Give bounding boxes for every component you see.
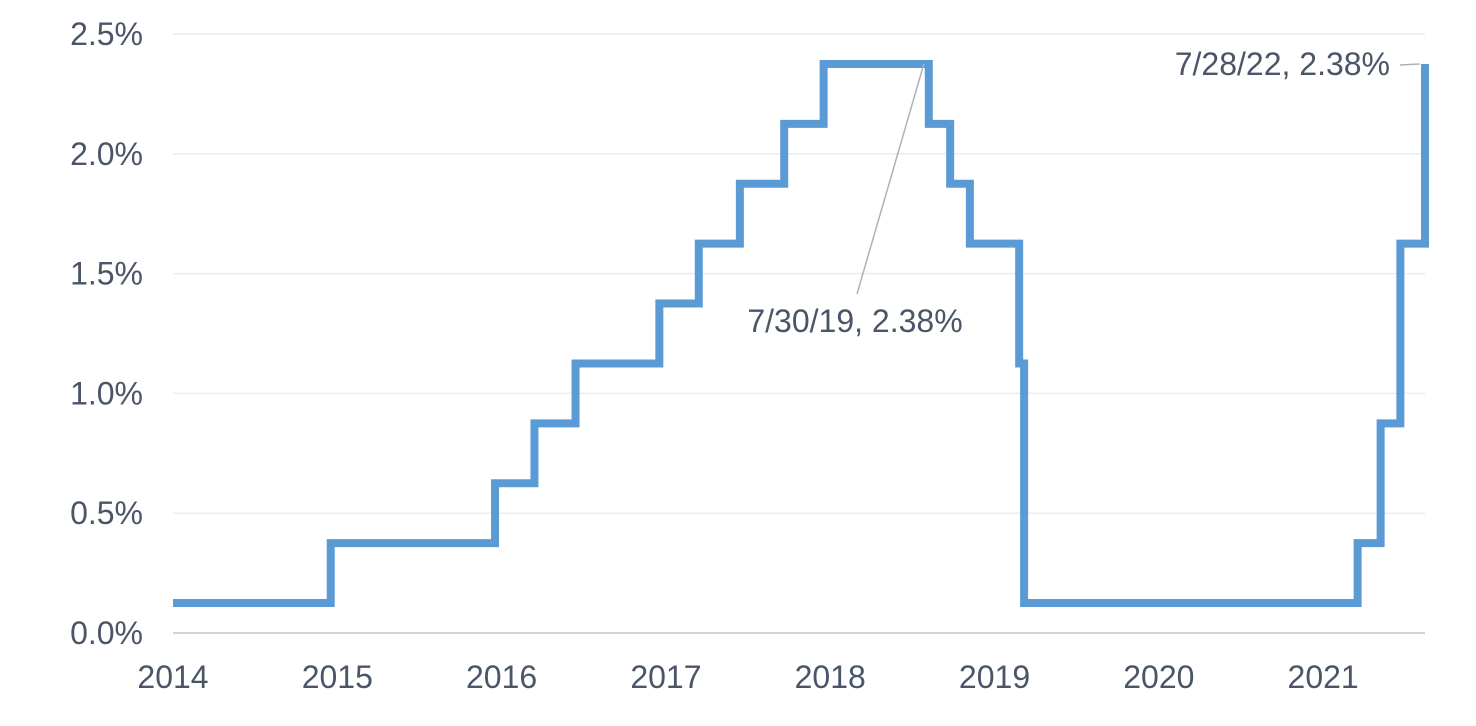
annotation-leader-2 bbox=[1399, 63, 1420, 66]
annotation-label-2: 7/28/22, 2.38% bbox=[1175, 46, 1390, 82]
y-tick-label: 1.5% bbox=[70, 256, 143, 292]
gridlines bbox=[173, 33, 1425, 514]
x-tick-label: 2020 bbox=[1123, 659, 1194, 695]
y-tick-label: 0.0% bbox=[70, 615, 143, 651]
x-axis-ticks: 2014 2015 2016 2017 2018 2019 2020 2021 bbox=[137, 659, 1358, 695]
y-tick-label: 1.0% bbox=[70, 375, 143, 411]
series-line bbox=[173, 59, 1429, 608]
x-tick-label: 2019 bbox=[959, 659, 1030, 695]
y-tick-label: 0.5% bbox=[70, 495, 143, 531]
annotation-leader-1 bbox=[856, 63, 925, 295]
x-tick-label: 2014 bbox=[137, 659, 208, 695]
x-tick-label: 2018 bbox=[795, 659, 866, 695]
y-tick-label: 2.0% bbox=[70, 136, 143, 172]
x-tick-label: 2016 bbox=[466, 659, 537, 695]
x-tick-label: 2015 bbox=[302, 659, 373, 695]
x-tick-label: 2021 bbox=[1288, 659, 1359, 695]
x-tick-label: 2017 bbox=[630, 659, 701, 695]
annotation-label-1: 7/30/19, 2.38% bbox=[747, 303, 962, 339]
y-axis-ticks: 0.0% 0.5% 1.0% 1.5% 2.0% 2.5% bbox=[70, 16, 143, 651]
y-tick-label: 2.5% bbox=[70, 16, 143, 52]
